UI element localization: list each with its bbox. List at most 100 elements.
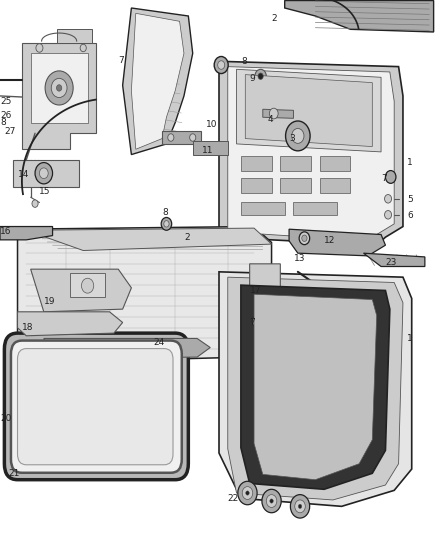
Circle shape bbox=[168, 134, 174, 141]
Circle shape bbox=[80, 44, 86, 52]
Bar bbox=[320, 178, 350, 193]
Bar bbox=[70, 273, 105, 297]
Text: 19: 19 bbox=[44, 297, 55, 305]
Bar bbox=[241, 156, 272, 171]
Text: 7: 7 bbox=[381, 174, 387, 183]
Polygon shape bbox=[31, 269, 131, 312]
Polygon shape bbox=[26, 228, 272, 251]
Circle shape bbox=[164, 221, 169, 227]
Text: 8: 8 bbox=[162, 208, 168, 216]
Circle shape bbox=[246, 491, 249, 495]
Polygon shape bbox=[219, 61, 403, 245]
Text: 15: 15 bbox=[39, 187, 51, 196]
Polygon shape bbox=[123, 8, 193, 155]
Circle shape bbox=[214, 56, 228, 74]
Text: 8: 8 bbox=[0, 118, 6, 127]
Circle shape bbox=[298, 504, 302, 508]
Text: 8: 8 bbox=[241, 57, 247, 66]
Text: 24: 24 bbox=[153, 338, 165, 346]
Text: 7: 7 bbox=[250, 318, 255, 327]
Text: 14: 14 bbox=[18, 171, 29, 179]
Polygon shape bbox=[228, 277, 403, 500]
Text: 26: 26 bbox=[0, 111, 11, 119]
Circle shape bbox=[269, 108, 278, 119]
Polygon shape bbox=[31, 53, 88, 123]
Text: 11: 11 bbox=[201, 146, 213, 155]
Polygon shape bbox=[162, 131, 201, 144]
Polygon shape bbox=[219, 272, 412, 506]
Circle shape bbox=[81, 278, 94, 293]
Circle shape bbox=[35, 163, 53, 184]
Circle shape bbox=[266, 495, 277, 507]
Text: 23: 23 bbox=[385, 258, 397, 266]
Text: 4: 4 bbox=[267, 116, 273, 124]
Text: 9: 9 bbox=[250, 75, 255, 83]
Bar bbox=[320, 156, 350, 171]
Polygon shape bbox=[13, 160, 79, 187]
Bar bbox=[280, 156, 311, 171]
Polygon shape bbox=[18, 312, 123, 336]
Text: 10: 10 bbox=[206, 120, 217, 129]
Circle shape bbox=[385, 171, 396, 183]
Text: 22: 22 bbox=[228, 494, 239, 503]
Circle shape bbox=[258, 73, 263, 79]
Circle shape bbox=[242, 487, 253, 499]
Polygon shape bbox=[44, 338, 210, 358]
Polygon shape bbox=[245, 75, 372, 147]
Text: 2: 2 bbox=[184, 233, 190, 241]
Text: 27: 27 bbox=[4, 127, 16, 135]
Circle shape bbox=[45, 71, 73, 105]
Text: 6: 6 bbox=[407, 212, 413, 220]
Text: 20: 20 bbox=[0, 414, 11, 423]
Polygon shape bbox=[0, 227, 53, 240]
Circle shape bbox=[39, 168, 48, 179]
Circle shape bbox=[51, 78, 67, 98]
Circle shape bbox=[255, 69, 266, 83]
Text: 1: 1 bbox=[407, 334, 413, 343]
Bar bbox=[280, 178, 311, 193]
Circle shape bbox=[161, 217, 172, 230]
Text: 21: 21 bbox=[9, 469, 20, 478]
Polygon shape bbox=[57, 29, 92, 43]
Text: 17: 17 bbox=[250, 286, 261, 295]
Circle shape bbox=[57, 85, 62, 91]
Circle shape bbox=[385, 195, 392, 203]
Circle shape bbox=[290, 495, 310, 518]
Polygon shape bbox=[22, 43, 96, 149]
Circle shape bbox=[32, 200, 38, 207]
Circle shape bbox=[238, 481, 257, 505]
FancyBboxPatch shape bbox=[4, 333, 188, 480]
Circle shape bbox=[292, 128, 304, 143]
Bar bbox=[293, 202, 337, 215]
Circle shape bbox=[252, 316, 262, 327]
Polygon shape bbox=[237, 69, 381, 152]
Circle shape bbox=[295, 500, 305, 513]
Polygon shape bbox=[241, 285, 390, 489]
Text: 3: 3 bbox=[289, 134, 295, 143]
Bar bbox=[241, 178, 272, 193]
Text: 12: 12 bbox=[324, 237, 336, 245]
Circle shape bbox=[286, 121, 310, 151]
Polygon shape bbox=[18, 227, 272, 362]
Polygon shape bbox=[263, 109, 293, 118]
Text: 1: 1 bbox=[407, 158, 413, 167]
Text: 13: 13 bbox=[293, 254, 305, 263]
Text: 2: 2 bbox=[272, 14, 277, 23]
Text: 5: 5 bbox=[407, 196, 413, 204]
Polygon shape bbox=[250, 264, 280, 296]
Circle shape bbox=[262, 489, 281, 513]
Circle shape bbox=[270, 499, 273, 503]
Polygon shape bbox=[254, 294, 377, 480]
Polygon shape bbox=[289, 229, 385, 256]
Bar bbox=[241, 202, 285, 215]
Polygon shape bbox=[228, 67, 394, 241]
Text: 25: 25 bbox=[0, 97, 11, 106]
Circle shape bbox=[36, 44, 43, 52]
FancyBboxPatch shape bbox=[11, 341, 182, 473]
FancyBboxPatch shape bbox=[18, 349, 173, 465]
Circle shape bbox=[299, 232, 310, 245]
Polygon shape bbox=[193, 141, 228, 155]
Circle shape bbox=[190, 134, 196, 141]
Circle shape bbox=[302, 235, 307, 241]
Polygon shape bbox=[285, 1, 434, 32]
